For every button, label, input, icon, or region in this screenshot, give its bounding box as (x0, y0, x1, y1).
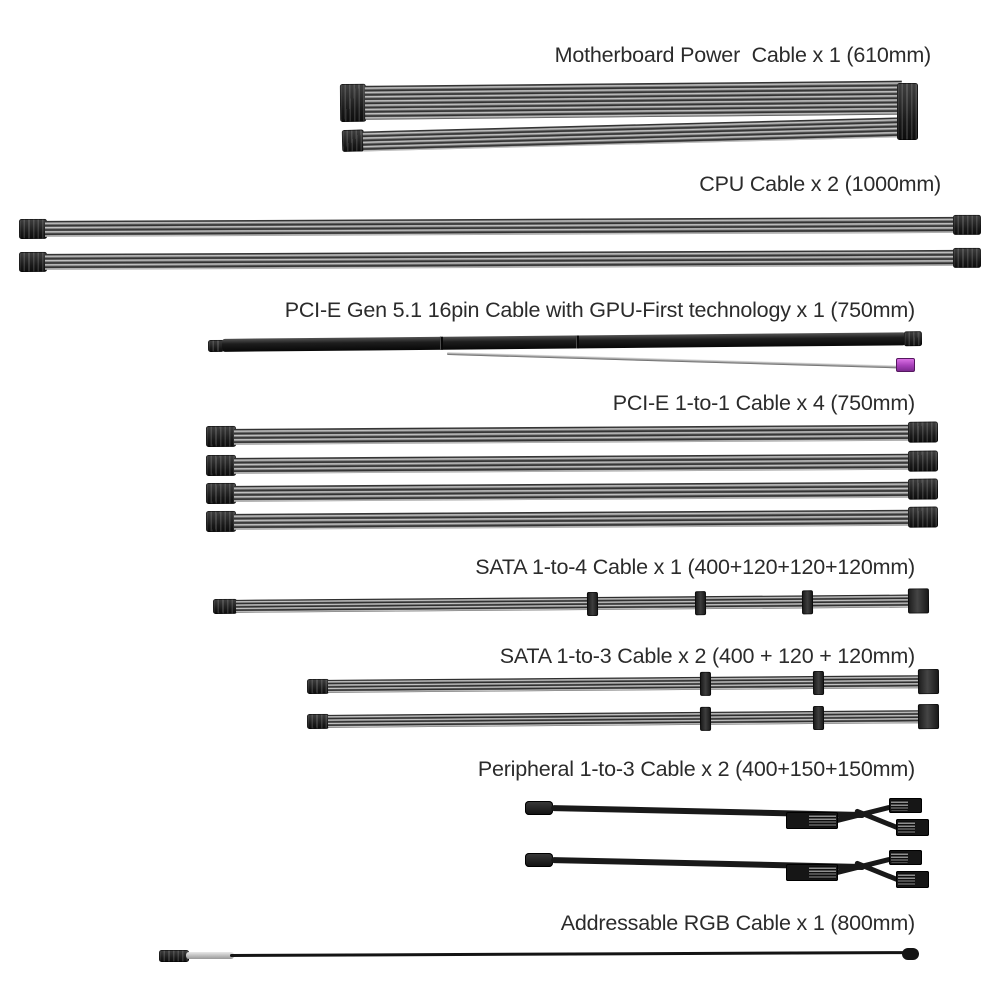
sata-1to4-cable (212, 587, 930, 619)
sata-1to3-cable-2-psu-connector (306, 713, 330, 729)
argb-silver-sleeve (186, 952, 234, 959)
peripheral-cable-2-molex-middle (786, 864, 838, 881)
cpu-cable-1-wires (44, 216, 956, 237)
sata-1to3-cable-1-wires (327, 675, 920, 693)
sata-1to4-label: SATA 1-to-4 Cable x 1 (400+120+120+120mm… (475, 555, 915, 579)
pcie-gen5-sleeve-joint-1 (439, 336, 444, 350)
cpu-cable-1-left-connector (18, 218, 48, 239)
cpu-cable-2-left-connector (18, 251, 48, 272)
pcie-1to1-cable-1-wires (233, 424, 911, 445)
pcie-gen5-sleeve-joint-2 (575, 335, 580, 349)
pcie-1to1-cable-4-left-connector (205, 510, 237, 532)
sata-1to3-label: SATA 1-to-3 Cable x 2 (400 + 120 + 120mm… (499, 644, 915, 668)
sata-1to3-cable-2 (306, 703, 940, 734)
peripheral-cable-1-molex-top (889, 798, 922, 813)
cpu-cable-2-wires (44, 249, 956, 270)
sata-1to3-cable-1-inline-connector-1 (699, 671, 712, 696)
molex-pins (891, 852, 909, 863)
pcie-1to1-label: PCI-E 1-to-1 Cable x 4 (750mm) (612, 391, 915, 415)
molex-pins (898, 821, 916, 834)
motherboard-left-connector-secondary (341, 129, 365, 152)
sata-1to4-inline-connector-1 (586, 591, 599, 616)
pcie-1to1-cable-2-wires (233, 453, 911, 474)
sata-1to3-cable-2-end-connector (917, 703, 940, 729)
molex-pins (808, 866, 836, 879)
pcie-1to1-cable-1-right-connector (907, 421, 939, 443)
sata-1to3-cable-2-inline-connector-1 (699, 706, 712, 731)
cpu-cable-label: CPU Cable x 2 (1000mm) (699, 172, 941, 196)
peripheral-cable-2-molex-bottom (896, 871, 929, 888)
cpu-cable-2 (18, 247, 982, 273)
molex-pins (891, 800, 909, 811)
pcie-1to1-cable-3 (205, 478, 940, 504)
sata-1to4-end-connector (907, 587, 930, 614)
molex-pins (898, 873, 916, 886)
peripheral-1to3-label: Peripheral 1-to-3 Cable x 2 (400+150+150… (477, 757, 915, 781)
pcie-1to1-cable-4-right-connector (907, 506, 939, 528)
pcie-1to1-cable-2 (205, 450, 940, 476)
cpu-cable-2-right-connector (952, 247, 982, 268)
sata-1to3-cable-1-psu-connector (306, 678, 330, 694)
pcie-1to1-cable-4-wires (233, 509, 911, 530)
peripheral-cable-1-psu-connector (525, 801, 553, 815)
sata-1to3-cable-1 (306, 668, 940, 699)
motherboard-right-connector-24pin (897, 83, 918, 140)
motherboard-power-label: Motherboard Power Cable x 1 (610mm) (554, 43, 932, 67)
sata-1to4-inline-connector-3 (801, 589, 814, 614)
pcie-1to1-cable-3-right-connector (907, 478, 939, 500)
pcie-1to1-cable-4 (205, 506, 940, 532)
gpu-first-sense-connector (896, 358, 915, 372)
argb-label: Addressable RGB Cable x 1 (800mm) (560, 911, 915, 935)
cpu-cable-1-right-connector (952, 214, 982, 235)
pcie-gen5-label: PCI-E Gen 5.1 16pin Cable with GPU-First… (284, 298, 915, 322)
peripheral-cable-1-molex-bottom (896, 819, 929, 836)
sata-1to4-psu-connector (212, 598, 238, 614)
peripheral-cable-2-psu-connector (525, 853, 553, 867)
motherboard-top-wires (364, 80, 903, 120)
sata-1to3-cable-1-inline-connector-2 (812, 670, 825, 695)
sata-1to3-cable-1-end-connector (917, 668, 940, 694)
pcie-1to1-cable-1 (205, 421, 940, 447)
argb-right-connector (902, 948, 919, 960)
pcie-1to1-cable-3-wires (233, 481, 911, 502)
peripheral-cable-1-molex-middle (786, 812, 838, 829)
pcie-1to1-cable-3-left-connector (205, 482, 237, 504)
pcie-gen5-cable (207, 331, 923, 354)
pcie-gen5-sleeved-body (221, 332, 907, 352)
argb-left-connector (159, 950, 189, 962)
argb-wire (229, 951, 905, 957)
pcie-1to1-cable-2-right-connector (907, 450, 939, 472)
gpu-first-sense-wire (446, 352, 899, 369)
pcie-gen5-right-connector (903, 331, 923, 347)
sata-1to3-cable-2-wires (327, 710, 920, 728)
pcie-1to1-cable-1-left-connector (205, 425, 237, 447)
peripheral-cable-2-molex-top (889, 850, 922, 865)
sata-1to4-inline-connector-2 (694, 590, 707, 615)
sata-1to3-cable-2-inline-connector-2 (812, 705, 825, 730)
motherboard-left-connector-main (339, 83, 367, 122)
pcie-1to1-cable-2-left-connector (205, 454, 237, 476)
molex-pins (808, 814, 836, 827)
cpu-cable-1 (18, 214, 982, 240)
